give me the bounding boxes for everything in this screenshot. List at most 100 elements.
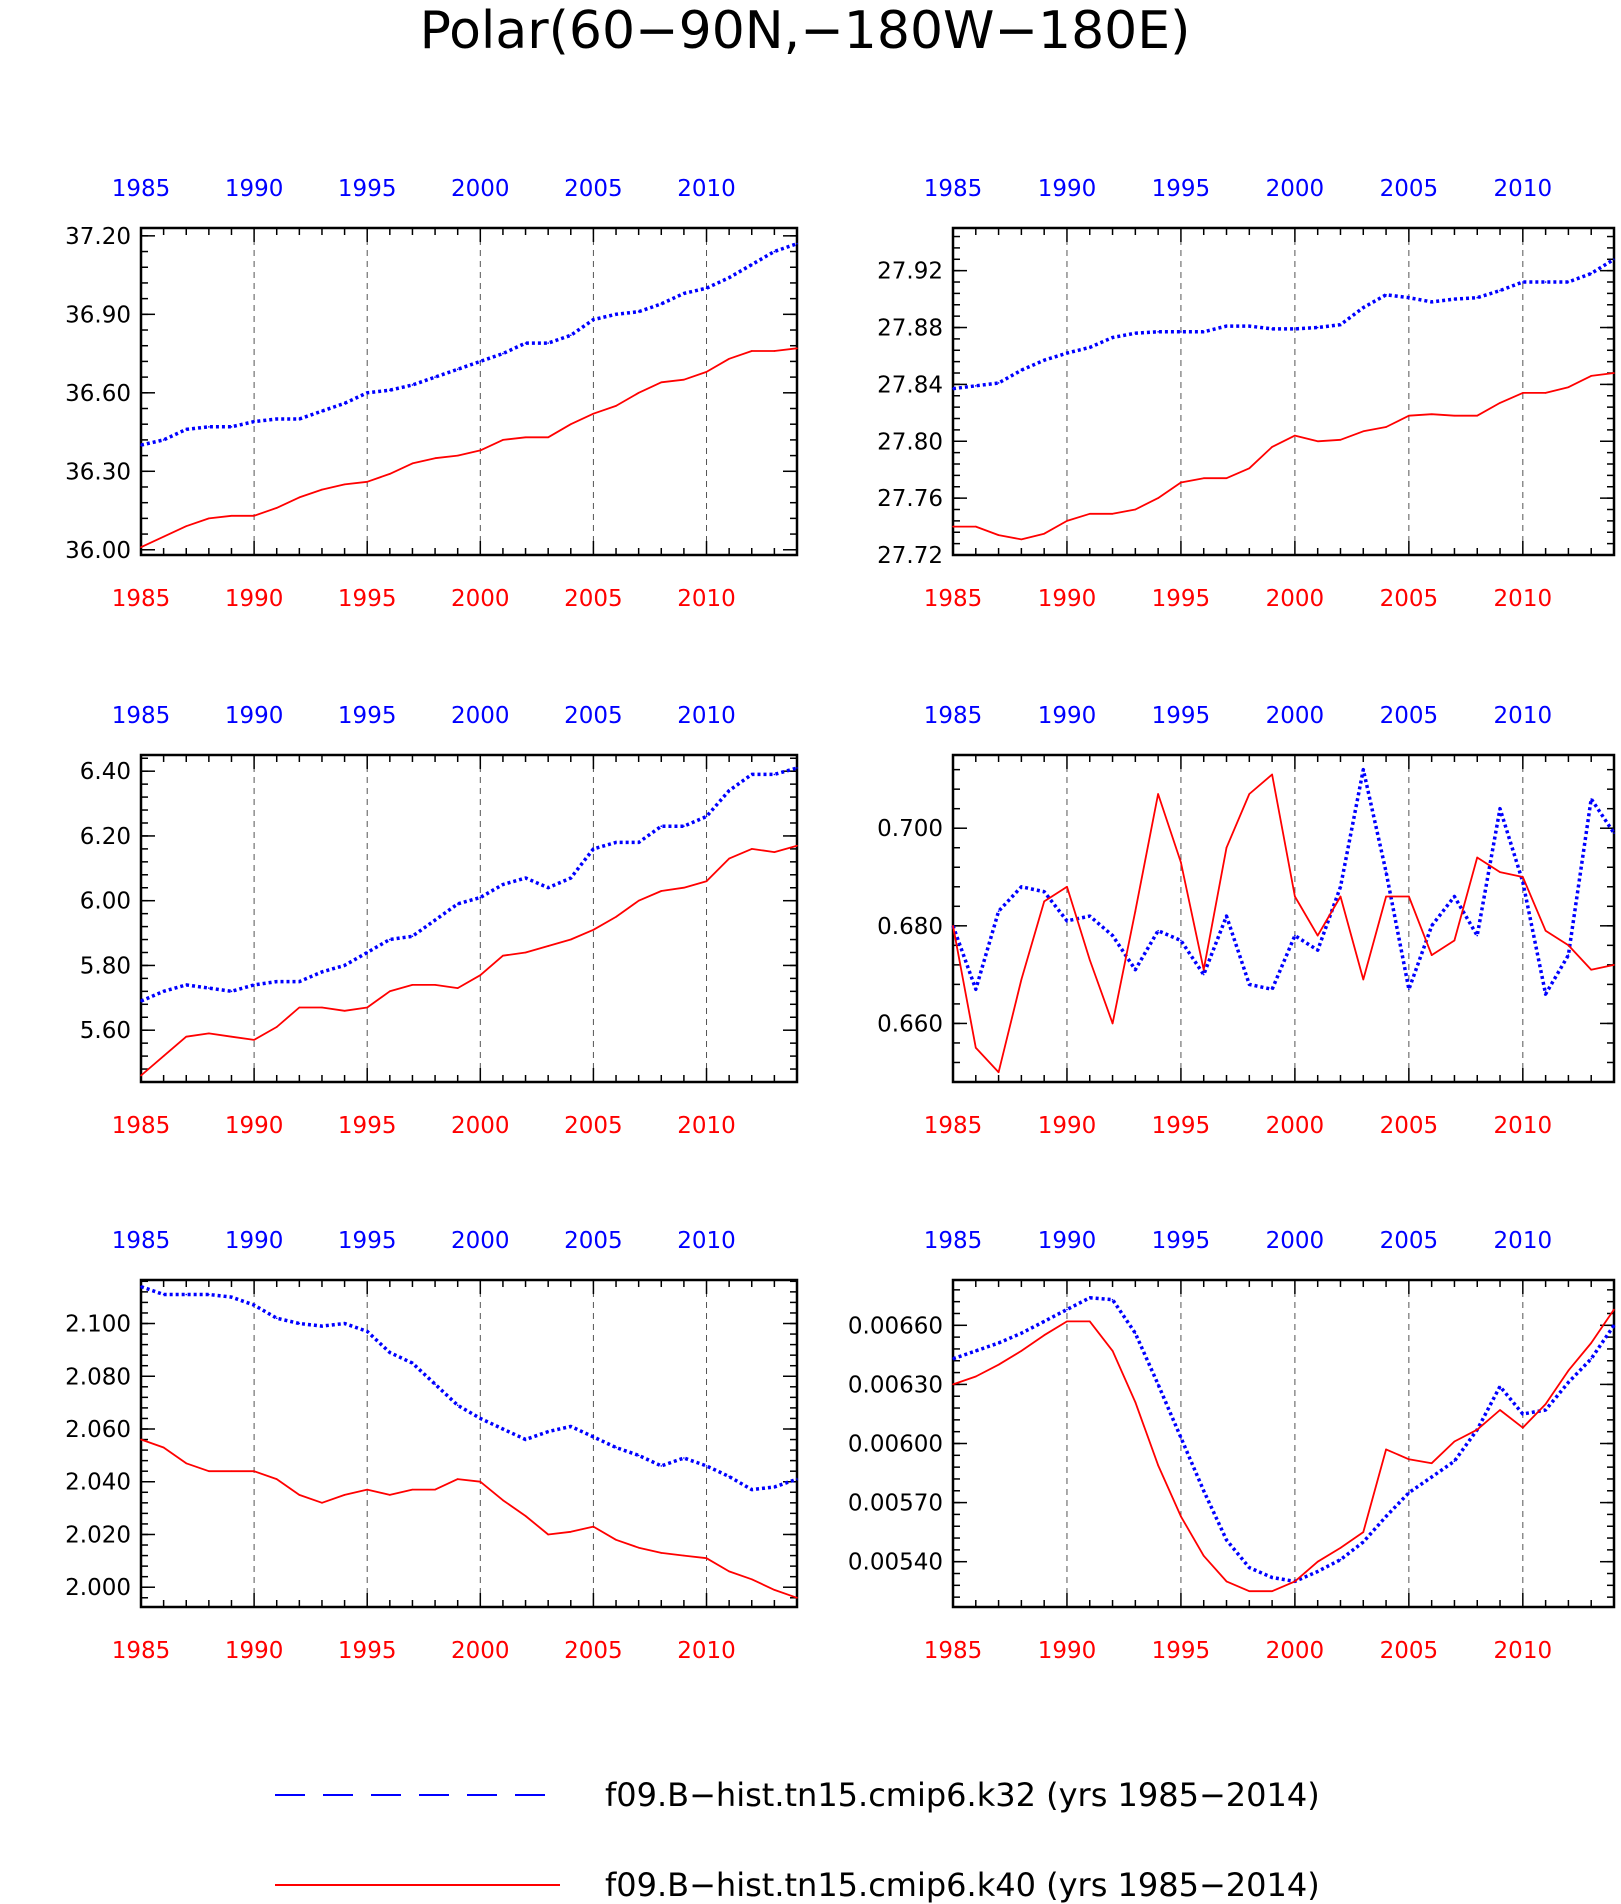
- panel-total-vegetation-carbon-point-k32: [502, 883, 504, 886]
- panel-land-cover-change-flux-xtick-label-top: 1995: [1152, 1228, 1211, 1254]
- panel-coarse-woody-debris-carbon-point-k32: [773, 1486, 776, 1488]
- panel-total-litter-carbon-point-k32: [1271, 988, 1273, 991]
- panel-total-ecosystem-carbon-xtick-label-bottom: 1985: [112, 586, 171, 612]
- panel-total-vegetation-carbon-xtick-label-bottom: 1985: [112, 1113, 171, 1139]
- panel-total-ecosystem-carbon-point-k32: [592, 318, 595, 321]
- panel-coarse-woody-debris-carbon-series-k40: [140, 1438, 798, 1599]
- panel-coarse-woody-debris-carbon-ytick-label: 2.060: [65, 1417, 131, 1443]
- panel-total-vegetation-carbon-point-k40: [162, 1055, 165, 1057]
- panel-total-soil-organic-matter-carbon-point-k32: [1202, 330, 1205, 333]
- panel-total-ecosystem-carbon-point-k40: [456, 454, 459, 457]
- panel-total-vegetation-carbon-point-k40: [434, 984, 436, 986]
- panel-total-ecosystem-carbon-point-k40: [615, 405, 617, 407]
- panel-total-vegetation-carbon-point-k40: [298, 1006, 301, 1009]
- panel-total-vegetation-carbon-series-k32: [140, 766, 798, 1003]
- panel-coarse-woody-debris-carbon-point-k32: [185, 1293, 188, 1296]
- panel-total-soil-organic-matter-carbon-point-k32: [1180, 330, 1182, 333]
- panel-total-vegetation-carbon-point-k32: [208, 987, 210, 989]
- panel-total-ecosystem-carbon-point-k32: [366, 392, 369, 394]
- panel-total-ecosystem-carbon-point-k32: [208, 426, 210, 428]
- panel-land-cover-change-flux-point-k40: [997, 1363, 1000, 1366]
- panel-total-soil-organic-matter-carbon-xtick-label-bottom: 1995: [1152, 586, 1211, 612]
- panel-land-cover-change-flux-point-k40: [1408, 1458, 1410, 1461]
- panel-coarse-woody-debris-carbon-xtick-label-bottom: 1985: [112, 1638, 171, 1664]
- panel-total-vegetation-carbon-point-k32: [140, 1000, 142, 1002]
- panel-coarse-woody-debris-carbon-point-k32: [456, 1404, 459, 1407]
- panel-total-ecosystem-carbon-point-k40: [502, 439, 504, 441]
- panel-coarse-woody-debris-carbon-point-k40: [524, 1515, 527, 1517]
- panel-total-vegetation-carbon-ytick-label: 5.60: [80, 1018, 131, 1044]
- panel-total-ecosystem-carbon-ytick-label: 36.90: [65, 302, 131, 328]
- panel-total-ecosystem-carbon-point-k32: [253, 420, 255, 423]
- panel-total-ecosystem-carbon-point-k32: [615, 313, 617, 316]
- panel-total-vegetation-carbon-point-k40: [750, 848, 753, 850]
- panel-total-soil-organic-matter-carbon-point-k32: [1248, 325, 1251, 327]
- panel-coarse-woody-debris-carbon-point-k40: [705, 1557, 708, 1560]
- panel-land-cover-change-flux-point-k32: [1111, 1298, 1114, 1301]
- panel-total-soil-organic-matter-carbon-point-k40: [1134, 508, 1137, 511]
- panel-total-litter-carbon-point-k32: [1385, 871, 1387, 873]
- panel-coarse-woody-debris-carbon-point-k32: [547, 1430, 549, 1433]
- panel-coarse-woody-debris-carbon-point-k40: [728, 1570, 730, 1573]
- panel-total-soil-organic-matter-carbon-point-k40: [1248, 467, 1251, 470]
- panel-total-ecosystem-carbon-point-k32: [411, 384, 414, 386]
- panel-total-vegetation-carbon-point-k40: [637, 899, 640, 902]
- panel-total-litter-carbon-point-k32: [1180, 939, 1182, 942]
- panel-total-vegetation-carbon-point-k32: [547, 886, 549, 889]
- panel-total-litter-carbon-xtick-label-bottom: 1985: [924, 1113, 983, 1139]
- panel-total-ecosystem-carbon-point-k40: [343, 483, 346, 486]
- panel-total-soil-organic-matter-carbon-point-k32: [1522, 281, 1524, 283]
- panel-total-vegetation-carbon-xtick-label-top: 2000: [451, 703, 510, 729]
- panel-land-cover-change-flux-xtick-label-bottom: 1990: [1038, 1638, 1097, 1664]
- panel-total-soil-organic-matter-carbon-point-k40: [1362, 430, 1365, 433]
- panel-total-ecosystem-carbon-point-k32: [524, 342, 527, 344]
- panel-coarse-woody-debris-carbon-point-k40: [140, 1438, 142, 1441]
- panel-total-litter-carbon-point-k32: [1020, 885, 1023, 888]
- panel-total-soil-organic-matter-carbon-xtick-label-top: 2005: [1380, 176, 1439, 202]
- panel-total-soil-organic-matter-carbon-point-k40: [1590, 375, 1593, 377]
- panel-total-vegetation-carbon-point-k32: [321, 971, 323, 973]
- panel-total-ecosystem-carbon-point-k40: [162, 535, 165, 538]
- panel-land-cover-change-flux-point-k40: [1248, 1590, 1251, 1593]
- panel-total-soil-organic-matter-carbon-point-k40: [974, 525, 977, 528]
- panel-total-ecosystem-carbon-point-k32: [796, 242, 798, 245]
- panel-total-ecosystem-carbon-point-k40: [547, 436, 549, 439]
- legend-label-k40: f09.B−hist.tn15.cmip6.k40 (yrs 1985−2014…: [605, 1866, 1320, 1904]
- panel-total-ecosystem-carbon-point-k40: [389, 473, 391, 475]
- panel-coarse-woody-debris-carbon-point-k40: [773, 1589, 776, 1591]
- panel-total-ecosystem-carbon-xtick-label-bottom: 1990: [225, 586, 284, 612]
- panel-land-cover-change-flux-xtick-label-top: 1990: [1038, 1228, 1097, 1254]
- panel-total-ecosystem-carbon-point-k32: [434, 376, 436, 378]
- panel-total-litter-carbon-point-k32: [1111, 934, 1114, 937]
- legend-label-k32: f09.B−hist.tn15.cmip6.k32 (yrs 1985−2014…: [605, 1776, 1320, 1814]
- panel-total-vegetation-carbon-point-k32: [253, 984, 255, 986]
- panel-total-ecosystem-carbon-point-k40: [275, 507, 278, 509]
- panel-total-vegetation-carbon-point-k32: [479, 896, 482, 899]
- panel-total-soil-organic-matter-carbon-point-k40: [1476, 414, 1479, 417]
- panel-total-vegetation-carbon-point-k32: [796, 767, 798, 769]
- panel-total-soil-organic-matter-carbon-point-k40: [1453, 414, 1456, 417]
- panel-total-vegetation-carbon-point-k40: [796, 844, 798, 847]
- panel-total-ecosystem-carbon-xtick-label-top: 2010: [677, 176, 736, 202]
- panel-total-litter-carbon-point-k32: [1362, 768, 1365, 771]
- panel-total-soil-organic-matter-carbon-point-k40: [1567, 386, 1570, 389]
- panel-total-soil-organic-matter-carbon-point-k40: [1430, 413, 1433, 416]
- panel-coarse-woody-debris-carbon-point-k32: [502, 1428, 504, 1430]
- panel-total-vegetation-carbon-point-k40: [479, 974, 482, 976]
- panel-total-vegetation-carbon-point-k40: [275, 1026, 278, 1028]
- panel-total-vegetation-carbon-point-k32: [592, 848, 595, 850]
- panel-total-ecosystem-carbon-point-k32: [140, 444, 142, 446]
- panel-total-ecosystem-carbon-point-k32: [750, 263, 753, 266]
- panel-total-vegetation-carbon-xtick-label-top: 1990: [225, 703, 284, 729]
- panel-land-cover-change-flux-point-k32: [952, 1357, 954, 1360]
- panel-total-ecosystem-carbon-point-k40: [592, 412, 595, 415]
- panel-total-soil-organic-matter-carbon-point-k32: [1088, 346, 1091, 349]
- panel-total-ecosystem-carbon-xtick-label-top: 2005: [564, 176, 623, 202]
- panel-total-soil-organic-matter-carbon-ytick-label: 27.92: [877, 259, 943, 285]
- panel-total-vegetation-carbon-point-k32: [524, 877, 527, 879]
- panel-total-soil-organic-matter-carbon-point-k40: [1202, 477, 1205, 480]
- panel-total-soil-organic-matter-carbon-point-k40: [1271, 446, 1273, 448]
- panel-land-cover-change-flux-point-k32: [1339, 1558, 1342, 1561]
- panel-total-vegetation-carbon-xtick-label-top: 1995: [338, 703, 397, 729]
- panel-total-soil-organic-matter-carbon-point-k32: [1362, 306, 1365, 309]
